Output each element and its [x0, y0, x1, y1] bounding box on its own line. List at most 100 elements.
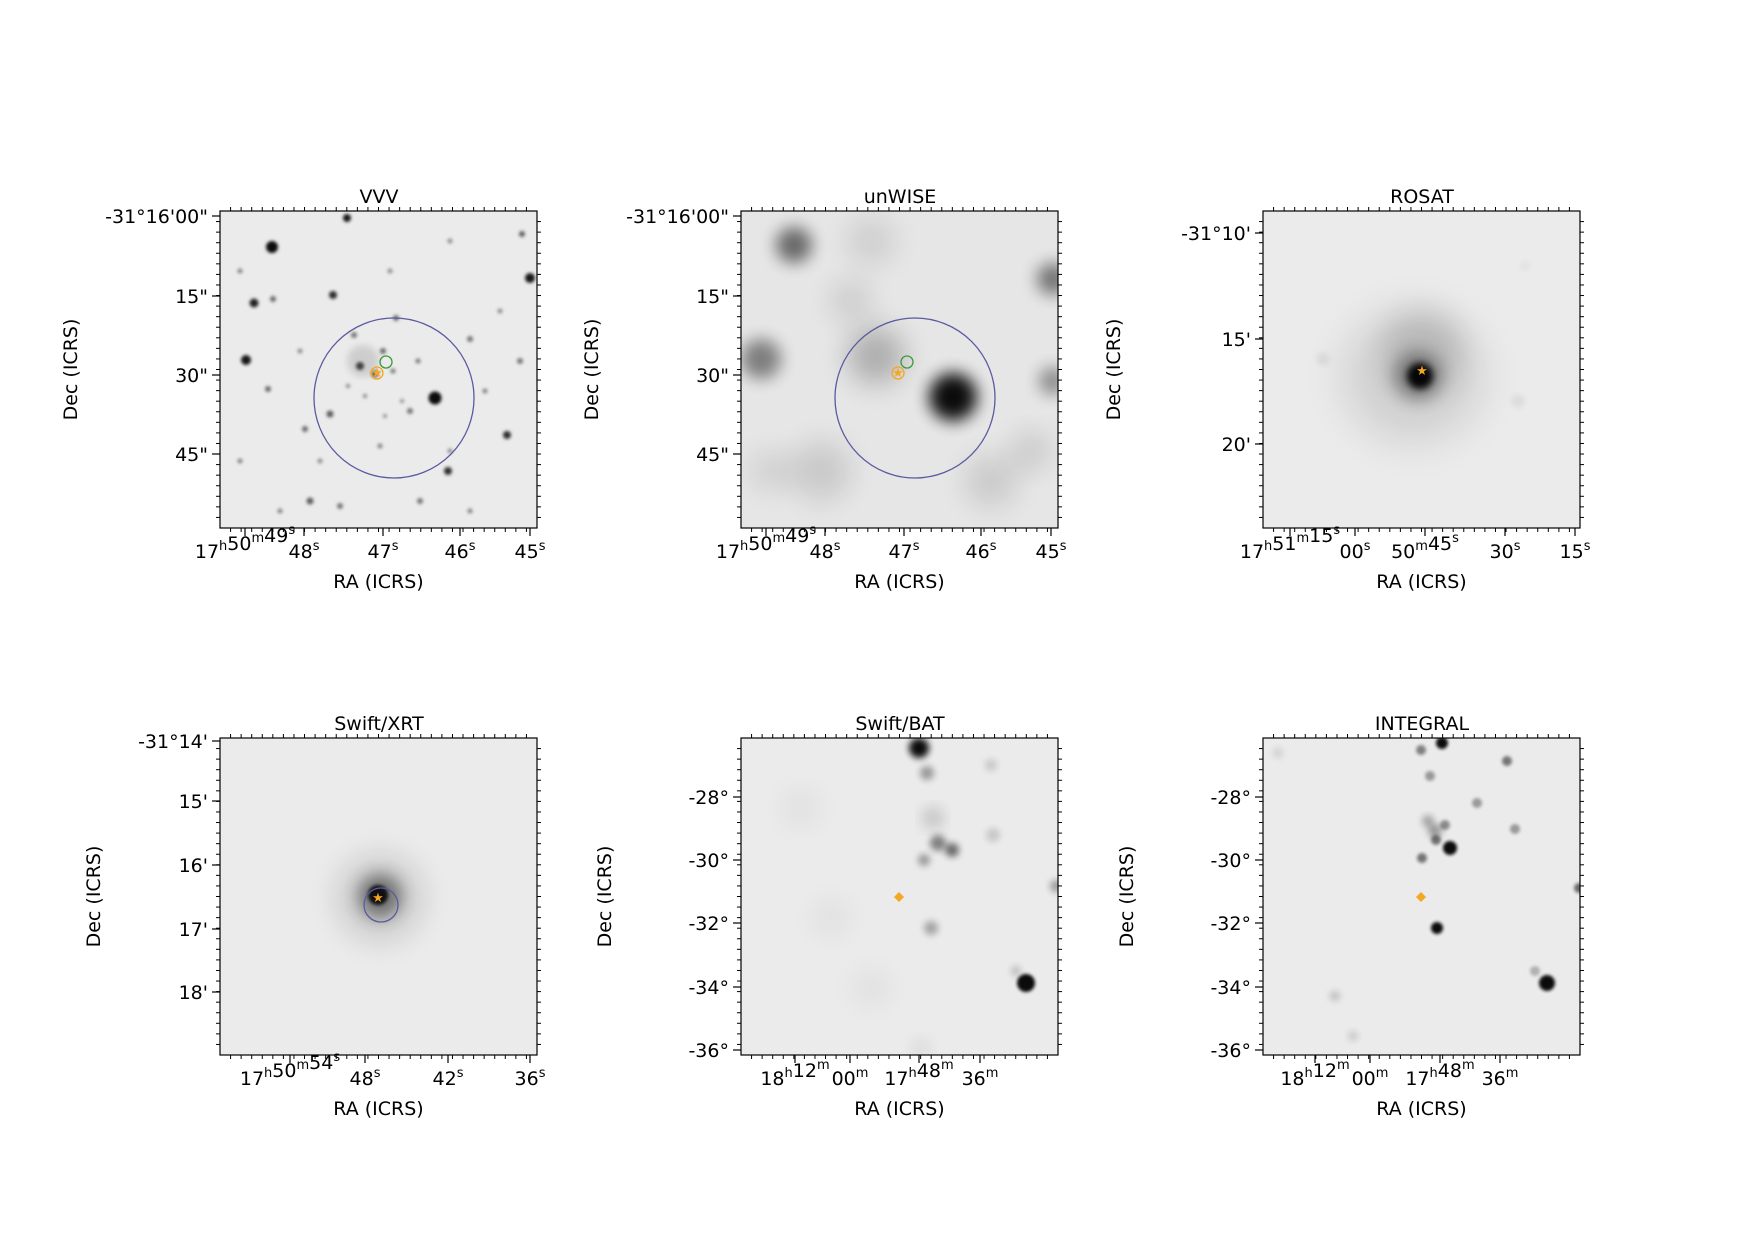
- tick-unit: h: [1430, 1066, 1438, 1081]
- y-tick-label: 17': [179, 919, 208, 941]
- tick-value: 17: [884, 1068, 908, 1090]
- tick-value: 18: [1280, 1068, 1304, 1090]
- tick-value: 51: [1272, 533, 1296, 555]
- tick-value: 00: [1352, 1068, 1376, 1090]
- panel-swift-xrt: Swift/XRT ★: [219, 713, 538, 1056]
- unwise-image: [741, 211, 1058, 528]
- tick-value: 46: [966, 541, 990, 563]
- y-tick-label: 30": [175, 365, 208, 387]
- orange-diamond-marker: [894, 892, 904, 902]
- tick-unit: m: [1506, 1066, 1519, 1081]
- tick-value: 17: [716, 541, 740, 563]
- y-tick-label: -30°: [688, 850, 729, 872]
- y-tick-label: 16': [179, 855, 208, 877]
- y-tick-label: -36°: [1210, 1040, 1251, 1062]
- tick-unit: s: [313, 539, 320, 554]
- tick-unit: m: [1462, 1058, 1475, 1073]
- rosat-image: [1263, 211, 1580, 528]
- tick-unit: h: [909, 1066, 917, 1081]
- tick-unit: m: [1415, 539, 1428, 554]
- tick-value: 50: [748, 533, 772, 555]
- x-tick-label: 17h51m15s: [1240, 523, 1340, 563]
- tick-value: 45: [515, 541, 539, 563]
- y-tick-label: -34°: [1210, 977, 1251, 999]
- tick-value: 47: [368, 541, 392, 563]
- tick-value: 42: [433, 1068, 457, 1090]
- tick-unit: m: [296, 1058, 309, 1073]
- x-tick-label: 47s: [368, 539, 399, 563]
- tick-unit: h: [785, 1066, 793, 1081]
- tick-value: 18: [760, 1068, 784, 1090]
- x-tick-label: 36m: [962, 1066, 999, 1090]
- y-tick-label: -28°: [1210, 787, 1251, 809]
- error-circle: [313, 317, 475, 479]
- panel-rosat: ROSAT ★: [1262, 186, 1581, 529]
- tick-unit: s: [539, 1066, 546, 1081]
- error-circle: [363, 887, 399, 923]
- tick-unit: s: [834, 539, 841, 554]
- tick-unit: s: [333, 1050, 340, 1065]
- panel-title: unWISE: [864, 186, 937, 208]
- orange-circle-marker: [891, 366, 905, 380]
- tick-value: 48: [289, 541, 313, 563]
- x-axis-label: RA (ICRS): [854, 1098, 944, 1120]
- y-axis-label: Dec (ICRS): [594, 846, 616, 948]
- tick-unit: h: [740, 539, 748, 554]
- x-axis-label: RA (ICRS): [333, 571, 423, 593]
- x-tick-label: 17h48m: [884, 1058, 953, 1090]
- tick-value: 17: [195, 541, 219, 563]
- panel-unwise: unWISE ★: [740, 186, 1059, 529]
- x-tick-label: 00s: [1340, 539, 1371, 563]
- tick-unit: m: [251, 531, 264, 546]
- orange-star-marker: ★: [1416, 364, 1428, 379]
- y-tick-label: -31°10': [1181, 223, 1251, 245]
- x-tick-label: 30s: [1490, 539, 1521, 563]
- x-tick-label: 18h12m: [1280, 1058, 1349, 1090]
- tick-value: 45: [1428, 533, 1452, 555]
- swift-xrt-image: [220, 738, 537, 1055]
- tick-value: 50: [227, 533, 251, 555]
- y-tick-label: 30": [696, 365, 729, 387]
- x-tick-label: 50m45s: [1391, 531, 1459, 563]
- x-tick-label: 17h50m54s: [240, 1050, 340, 1090]
- tick-unit: s: [392, 539, 399, 554]
- panel-title: Swift/BAT: [855, 713, 945, 735]
- x-tick-label: 00m: [1352, 1066, 1389, 1090]
- tick-value: 48: [810, 541, 834, 563]
- x-tick-label: 48s: [350, 1066, 381, 1090]
- orange-star-marker: ★: [892, 366, 904, 381]
- tick-value: 48: [350, 1068, 374, 1090]
- tick-unit: m: [817, 1058, 830, 1073]
- tick-value: 36: [1482, 1068, 1506, 1090]
- x-axis-label: RA (ICRS): [1376, 571, 1466, 593]
- tick-value: 15: [1560, 541, 1584, 563]
- tick-unit: m: [941, 1058, 954, 1073]
- x-tick-label: 42s: [433, 1066, 464, 1090]
- tick-value: 50: [272, 1060, 296, 1082]
- y-tick-label: -32°: [1210, 913, 1251, 935]
- tick-unit: s: [1364, 539, 1371, 554]
- x-tick-label: 36s: [515, 1066, 546, 1090]
- panel-title: INTEGRAL: [1375, 713, 1470, 735]
- y-tick-label: 15': [1222, 329, 1251, 351]
- tick-value: 12: [793, 1060, 817, 1082]
- tick-unit: s: [374, 1066, 381, 1081]
- tick-unit: s: [469, 539, 476, 554]
- tick-unit: m: [1376, 1066, 1389, 1081]
- tick-unit: s: [990, 539, 997, 554]
- error-circle: [834, 317, 996, 479]
- tick-value: 45: [1036, 541, 1060, 563]
- tick-value: 12: [1313, 1060, 1337, 1082]
- y-tick-label: -31°16'00": [105, 206, 208, 228]
- tick-unit: s: [288, 523, 295, 538]
- tick-value: 36: [515, 1068, 539, 1090]
- y-tick-label: -31°16'00": [626, 206, 729, 228]
- y-tick-label: 15': [179, 791, 208, 813]
- tick-unit: s: [809, 523, 816, 538]
